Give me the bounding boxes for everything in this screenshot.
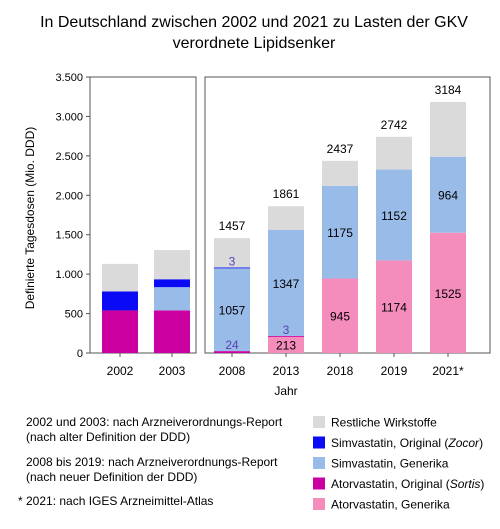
data-label: 1152 — [381, 209, 407, 223]
total-label: 2437 — [327, 142, 354, 156]
data-label: 1347 — [273, 277, 300, 291]
x-tick-label: 2018 — [327, 364, 354, 378]
data-label: 1057 — [219, 303, 246, 317]
data-label: 3 — [283, 323, 290, 337]
note-line: (nach neuer Definition der DDD) — [26, 470, 197, 484]
legend-label: Simvastatin, Generika — [331, 457, 449, 471]
bar-segment — [268, 336, 304, 353]
bar-segment — [154, 250, 190, 280]
data-label: 1525 — [435, 287, 462, 301]
bar-segment — [214, 267, 250, 269]
x-tick-label: 2002 — [107, 364, 134, 378]
note-line: * 2021: nach IGES Arzneimittel-Atlas — [18, 494, 213, 508]
bar-segment — [268, 335, 304, 337]
legend-label: Atorvastatin, Original (Sortis) — [331, 477, 484, 491]
y-tick-label: 3.000 — [55, 111, 83, 123]
y-tick-label: 500 — [65, 309, 83, 321]
x-tick-label: 2021* — [432, 364, 464, 378]
data-label: 3 — [229, 255, 236, 269]
bar-segment — [430, 101, 466, 157]
y-tick-label: 2.500 — [55, 151, 83, 163]
bar-segment — [322, 185, 358, 279]
legend-swatch — [313, 457, 325, 469]
data-label: 964 — [438, 189, 458, 203]
y-tick-label: 3.500 — [55, 72, 83, 84]
bar-segment — [430, 156, 466, 233]
legend-label: Simvastatin, Original (Zocor) — [331, 436, 483, 450]
bar-segment — [376, 260, 412, 353]
bar-segment — [268, 206, 304, 230]
plot-area: 0 500 1.000 1.500 2.000 2.500 3.000 3.500 2002 20… — [55, 72, 491, 378]
y-axis-label: Definierte Tagesdosen (Mio. DDD) — [23, 127, 37, 310]
bar-segment — [430, 232, 466, 353]
bar-segment — [268, 229, 304, 336]
bar-segment — [322, 160, 358, 186]
data-label: 1174 — [381, 301, 407, 315]
bar-segment — [214, 238, 250, 268]
bar-segment — [102, 310, 138, 353]
legend-swatch — [313, 498, 325, 510]
bar-segment — [322, 278, 358, 353]
legend: Restliche Wirkstoffe Simvastatin, Origina… — [313, 416, 484, 512]
bar-segment — [154, 287, 190, 311]
x-tick-label: 2003 — [159, 364, 186, 378]
bar-segment — [154, 310, 190, 353]
total-label: 1861 — [273, 187, 300, 201]
bar-segment — [376, 136, 412, 170]
x-tick-label: 2008 — [219, 364, 246, 378]
y-tick-label: 0 — [77, 348, 83, 360]
total-label: 1457 — [219, 219, 246, 233]
y-tick-label: 1.500 — [55, 230, 83, 242]
bar-segment — [102, 291, 138, 311]
x-axis-label: Jahr — [274, 384, 297, 398]
bar-segment — [214, 267, 250, 352]
legend-swatch — [313, 477, 325, 490]
data-label: 945 — [330, 310, 350, 324]
total-label: 3184 — [435, 83, 462, 97]
legend-label: Restliche Wirkstoffe — [331, 416, 437, 430]
y-tick-label: 2.000 — [55, 190, 83, 202]
data-label: 24 — [225, 338, 239, 352]
data-label: 213 — [276, 339, 296, 353]
note-line: (nach alter Definition der DDD) — [26, 430, 190, 444]
legend-swatch — [313, 416, 325, 428]
panel-frame-1 — [89, 76, 197, 354]
bar-segment — [102, 263, 138, 292]
x-tick-label: 2013 — [273, 364, 300, 378]
legend-label: Atorvastatin, Generika — [331, 498, 450, 512]
source-notes: 2002 und 2003: nach Arzneiverordnungs-Re… — [18, 415, 283, 508]
chart-title-line-1: In Deutschland zwischen 2002 und 2021 zu… — [40, 14, 468, 31]
bar-segment — [376, 169, 412, 261]
chart-title-line-2: verordnete Lipidsenker — [173, 35, 336, 52]
x-tick-label: 2019 — [381, 364, 408, 378]
total-label: 2742 — [381, 118, 408, 132]
note-line: 2002 und 2003: nach Arzneiverordnungs-Re… — [26, 415, 283, 429]
note-line: 2008 bis 2019: nach Arzneiverordnungs-Re… — [26, 455, 278, 469]
bar-segment — [154, 279, 190, 288]
y-tick-label: 1.000 — [55, 269, 83, 281]
bar-segment — [214, 351, 250, 353]
data-label: 1175 — [327, 226, 353, 240]
legend-swatch — [313, 436, 325, 449]
